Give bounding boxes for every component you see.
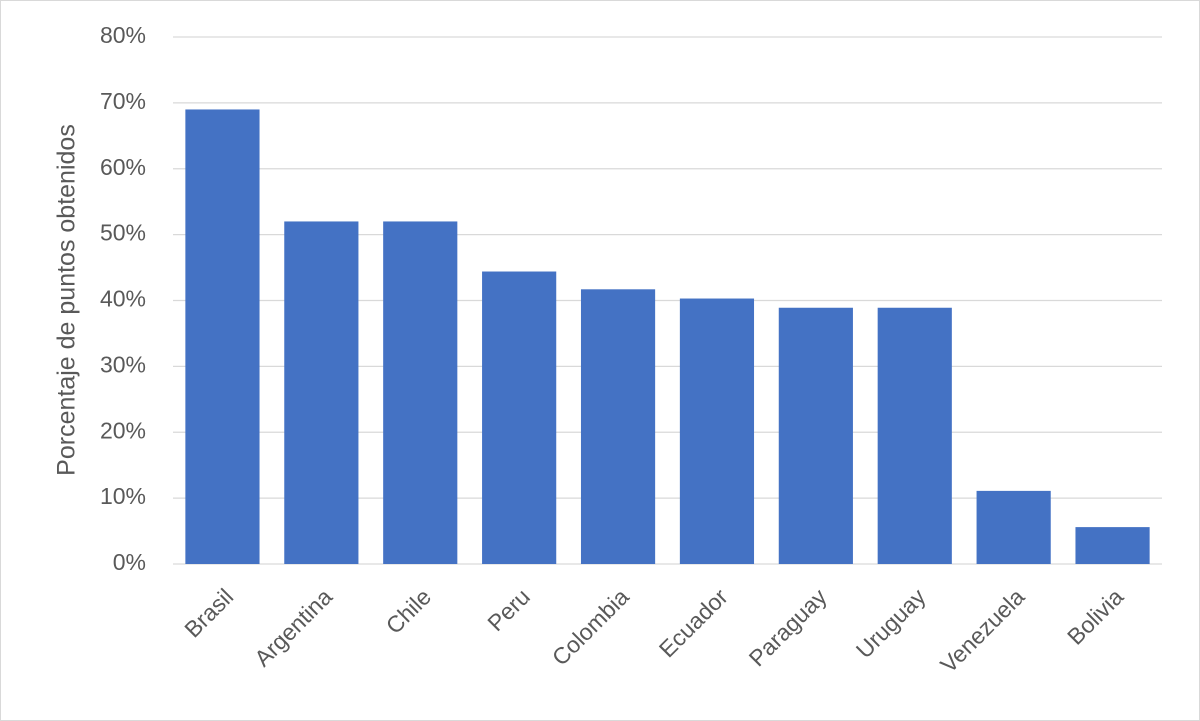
y-tick-label: 30% <box>100 351 146 377</box>
bar <box>383 221 458 564</box>
bar <box>679 298 755 564</box>
y-tick-label: 80% <box>100 22 146 48</box>
y-tick-label: 70% <box>100 88 146 114</box>
bar <box>976 490 1051 564</box>
y-tick-label: 50% <box>100 220 146 246</box>
y-axis-title: Porcentaje de puntos obtenidos <box>53 124 81 476</box>
y-tick-label: 10% <box>100 483 146 509</box>
bar <box>580 289 656 564</box>
y-tick-label: 0% <box>113 549 146 575</box>
bar <box>482 271 557 564</box>
bar <box>778 307 853 564</box>
bar <box>877 307 952 564</box>
bar <box>185 109 260 565</box>
y-tick-label: 40% <box>100 286 146 312</box>
y-tick-label: 60% <box>100 154 146 180</box>
y-tick-label: 20% <box>100 417 146 443</box>
bar <box>284 221 359 564</box>
bar <box>1075 527 1150 564</box>
